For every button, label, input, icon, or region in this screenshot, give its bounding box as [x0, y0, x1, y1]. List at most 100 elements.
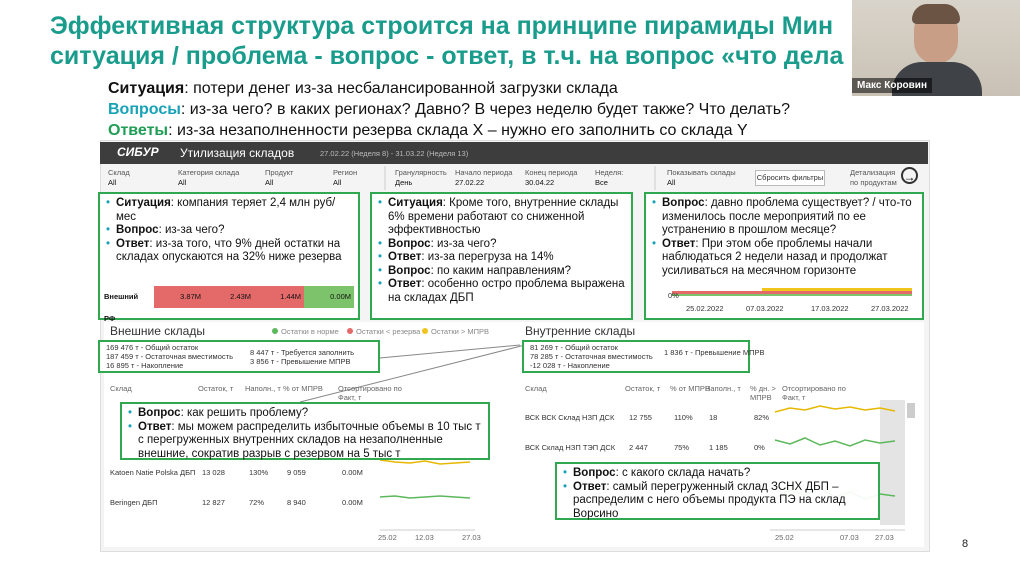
callout-label: Вопрос — [388, 264, 431, 277]
legend-text: Остатки < резерва — [356, 327, 421, 336]
filter-value: All — [333, 178, 342, 187]
callout-item: Вопрос: по каким направлениям? — [378, 265, 625, 279]
callout-text: : давно проблема существует? / что-то из… — [662, 197, 912, 236]
row-cell: 0.00M — [304, 286, 354, 308]
connector — [379, 344, 521, 359]
filter-label: Регион — [333, 168, 358, 177]
table-cell: 8 940 — [287, 498, 306, 507]
column-header: % от МПРВ — [283, 384, 323, 393]
callout-text: : из-за чего? — [158, 224, 225, 236]
table-cell: Beringen ДБП — [110, 498, 158, 507]
filter-value: 27.02.22 — [455, 178, 485, 187]
column-header: Склад — [110, 384, 132, 393]
callout-item: Ответ: самый перегруженный склад ЗСНХ ДБ… — [563, 481, 872, 522]
callout-item: Вопрос: с какого склада начать? — [563, 467, 872, 481]
point-text: : из-за незаполненности резерва склада Х… — [168, 122, 748, 139]
axis-label: 12.03 — [415, 533, 434, 542]
filter: Конец периода 30.04.22 — [525, 168, 577, 188]
callout-text: : с какого склада начать? — [615, 467, 751, 479]
filter-value: All — [667, 178, 676, 187]
summary-row: Внешний РФ 3.87M 2.43M 1.44M 0.00M — [104, 286, 354, 323]
filter-label: Продукт — [265, 168, 294, 177]
axis-label: 27.03 — [875, 533, 894, 542]
page-number: 8 — [962, 538, 969, 550]
selection-band — [880, 400, 905, 525]
column-header: Отсортировано по Факт, т — [782, 384, 846, 402]
point: Вопросы: из-за чего? в каких регионах? Д… — [108, 101, 790, 119]
callout-text: : мы можем распределить избыточные объем… — [138, 420, 481, 460]
detail-link[interactable]: Детализация по продуктам — [850, 168, 897, 187]
callout-label: Ответ — [116, 237, 150, 250]
table-cell: 0.00M — [342, 468, 363, 477]
legend-item: Остатки в норме — [272, 327, 339, 336]
callout: Ситуация: Кроме того, внутренние склады … — [370, 192, 633, 320]
callout-label: Ситуация — [388, 197, 443, 209]
filter-value: All — [265, 178, 274, 187]
column-header: Склад — [525, 384, 547, 393]
callout-label: Ответ — [573, 480, 607, 493]
callout-label: Ответ — [662, 237, 696, 250]
connector — [299, 344, 526, 403]
callout-text: : из-за чего? — [430, 237, 497, 250]
legend-dot — [272, 328, 278, 334]
point-label: Ответы — [108, 122, 169, 139]
summary-line: 78 285 т - Остаточная вместимость — [530, 352, 653, 361]
column-header: % дн. > МПРВ — [750, 384, 776, 402]
callout-item: Ответ: из-за перегруза на 14% — [378, 251, 625, 265]
row-cell: 3.87M — [154, 286, 204, 308]
reset-button[interactable]: Сбросить фильтры — [755, 170, 825, 186]
callout-item: Вопрос: как решить проблему? — [128, 407, 482, 421]
summary-line: -12 028 т - Накопление — [530, 361, 610, 370]
callout-item: Ответ: из-за того, что 9% дней остатки н… — [106, 238, 352, 265]
callout-label: Ответ — [388, 278, 422, 290]
area — [762, 288, 912, 291]
period: 27.02.22 (Неделя 8) - 31.03.22 (Неделя 1… — [320, 149, 469, 158]
scrollbar[interactable] — [907, 403, 915, 418]
point-label: Ситуация — [108, 80, 185, 97]
filter: Начало периода 27.02.22 — [455, 168, 512, 188]
filter-label: Неделя: — [595, 168, 624, 177]
point-label: Вопросы — [108, 101, 181, 118]
callout-text: : При этом обе проблемы начали наблюдать… — [662, 237, 888, 277]
axis-label: 25.02.2022 — [686, 304, 724, 313]
axis-label: 25.02 — [378, 533, 397, 542]
callout-item: Ситуация: компания теряет 2,4 млн руб/ме… — [106, 197, 352, 224]
callout-text: : из-за того, что 9% дней остатки на скл… — [116, 237, 342, 264]
table-cell: 110% — [674, 413, 693, 422]
table-cell: 1 185 — [709, 443, 728, 452]
callout-label: Вопрос — [573, 467, 616, 479]
filter: Регион All — [333, 168, 357, 188]
filter: Продукт All — [265, 168, 294, 188]
area — [672, 291, 912, 296]
callout-label: Ответ — [388, 251, 422, 263]
legend-dot — [347, 328, 353, 334]
section-title: Внутренние склады — [525, 324, 636, 338]
legend-text: Остатки > МПРВ — [431, 327, 490, 336]
slide-title: ситуация / проблема - вопрос - ответ, в … — [50, 42, 844, 70]
table-cell: 0% — [754, 443, 765, 452]
table-cell: 2 447 — [629, 443, 648, 452]
filter-label: Показывать склады — [667, 168, 736, 177]
table-cell: Katoen Natie Polska ДБП — [110, 468, 196, 477]
filter-value: All — [108, 178, 117, 187]
legend-item: Остатки > МПРВ — [422, 327, 489, 336]
callout-item: Ответ: мы можем распределить избыточные … — [128, 421, 482, 462]
callout-label: Ответ — [138, 420, 172, 433]
filter-label: Конец периода — [525, 168, 578, 177]
video-feed: Макс Коровин — [852, 0, 1020, 96]
summary-line: 169 476 т - Общий остаток — [106, 343, 199, 352]
filter-label: Начало периода — [455, 168, 513, 177]
axis-label: 27.03.2022 — [871, 304, 909, 313]
axis-label: 0% — [668, 291, 679, 300]
filter-value: 30.04.22 — [525, 178, 555, 187]
table-cell: 130% — [249, 468, 269, 477]
callout: Вопрос: давно проблема существует? / что… — [644, 192, 924, 320]
detail-arrow[interactable]: → — [901, 167, 918, 184]
legend-dot — [422, 328, 428, 334]
point: Ответы: из-за незаполненности резерва ск… — [108, 122, 748, 140]
axis-label: 27.03 — [462, 533, 481, 542]
filter-label: Склад — [108, 168, 130, 177]
callout-text: : Кроме того, внутренние склады 6% време… — [388, 197, 619, 236]
axis-label: 07.03.2022 — [746, 304, 784, 313]
